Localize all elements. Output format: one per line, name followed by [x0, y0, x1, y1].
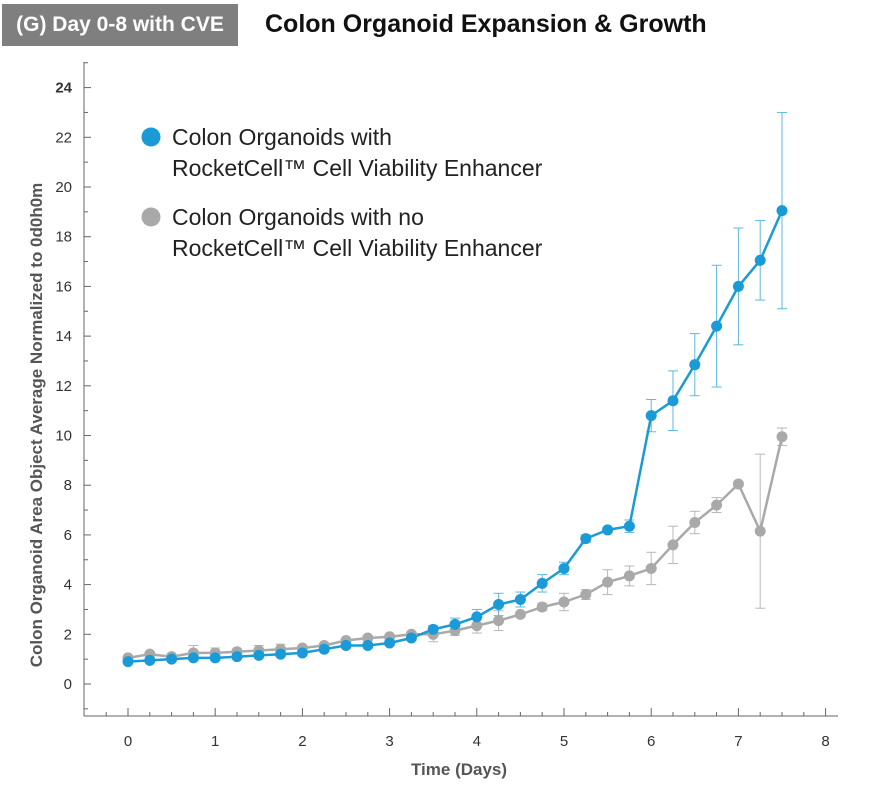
- data-point: [122, 656, 134, 668]
- data-point: [471, 611, 483, 623]
- data-point: [405, 632, 417, 644]
- legend-label: Colon Organoids with: [172, 124, 392, 150]
- x-tick-label: 7: [734, 733, 742, 750]
- data-point: [580, 533, 592, 545]
- data-point: [776, 431, 788, 443]
- panel-tag: (G) Day 0-8 with CVE: [2, 4, 238, 46]
- series-lines: [127, 210, 784, 663]
- data-point: [514, 594, 526, 606]
- x-tick-label: 1: [211, 733, 219, 750]
- y-tick-label: 8: [64, 477, 72, 494]
- data-point: [645, 562, 657, 574]
- x-tick-label: 0: [124, 733, 132, 750]
- data-point: [166, 653, 178, 665]
- data-point: [384, 637, 396, 649]
- legend-label: Colon Organoids with no: [172, 204, 424, 230]
- y-tick-label: 18: [55, 229, 72, 246]
- y-tick-label: 0: [64, 676, 72, 693]
- data-point: [427, 623, 439, 635]
- legend-marker: [141, 127, 161, 147]
- y-tick-label: 2: [64, 626, 72, 643]
- data-point: [732, 478, 744, 490]
- data-point: [493, 615, 505, 627]
- data-point: [602, 524, 614, 536]
- y-tick-label: 20: [55, 179, 72, 196]
- x-tick-label: 6: [647, 733, 655, 750]
- y-tick-label: 14: [55, 328, 72, 345]
- error-bars: [123, 111, 787, 664]
- legend-label: RocketCell™ Cell Viability Enhancer: [172, 235, 543, 261]
- chart-title: Colon Organoid Expansion & Growth: [265, 10, 707, 38]
- data-point: [754, 254, 766, 266]
- data-point: [623, 520, 635, 532]
- data-point: [253, 649, 265, 661]
- y-tick-label: 22: [55, 129, 72, 146]
- data-point: [667, 395, 679, 407]
- y-axis-label: Colon Organoid Area Object Average Norma…: [27, 183, 46, 668]
- data-point: [558, 562, 570, 574]
- series-line: [127, 210, 784, 663]
- data-point: [536, 601, 548, 613]
- data-point: [776, 205, 788, 217]
- data-point: [275, 648, 287, 660]
- data-point: [231, 651, 243, 663]
- data-point: [340, 639, 352, 651]
- data-point: [318, 643, 330, 655]
- data-point: [493, 598, 505, 610]
- data-point: [623, 570, 635, 582]
- data-point: [362, 639, 374, 651]
- y-tick-label: 4: [64, 577, 72, 594]
- data-point: [449, 618, 461, 630]
- y-tick-label: 24: [55, 80, 72, 97]
- data-point: [187, 652, 199, 664]
- legend: Colon Organoids with RocketCell™ Cell Via…: [141, 124, 543, 261]
- data-point: [732, 280, 744, 292]
- x-tick-label: 4: [473, 733, 481, 750]
- data-point: [536, 577, 548, 589]
- x-tick-label: 8: [821, 733, 829, 750]
- data-point: [209, 652, 221, 664]
- data-point: [667, 539, 679, 551]
- data-point: [711, 499, 723, 511]
- x-tick-label: 2: [298, 733, 306, 750]
- legend-marker: [141, 207, 161, 227]
- data-point: [558, 596, 570, 608]
- x-axis-label: Time (Days): [411, 760, 507, 779]
- data-point: [689, 516, 701, 528]
- data-point: [754, 525, 766, 537]
- data-point: [602, 576, 614, 588]
- data-point: [471, 620, 483, 632]
- legend-label: RocketCell™ Cell Viability Enhancer: [172, 155, 543, 181]
- data-point: [144, 654, 156, 666]
- x-tick-label: 3: [385, 733, 393, 750]
- y-tick-label: 16: [55, 278, 72, 295]
- data-point: [580, 589, 592, 601]
- data-point: [296, 647, 308, 659]
- x-tick-label: 5: [560, 733, 568, 750]
- y-tick-label: 12: [55, 378, 72, 395]
- y-tick-label: 6: [64, 527, 72, 544]
- data-point: [711, 320, 723, 332]
- y-tick-label: 10: [55, 428, 72, 445]
- data-point: [689, 359, 701, 371]
- data-points: [122, 205, 788, 668]
- data-point: [645, 410, 657, 422]
- data-point: [514, 608, 526, 620]
